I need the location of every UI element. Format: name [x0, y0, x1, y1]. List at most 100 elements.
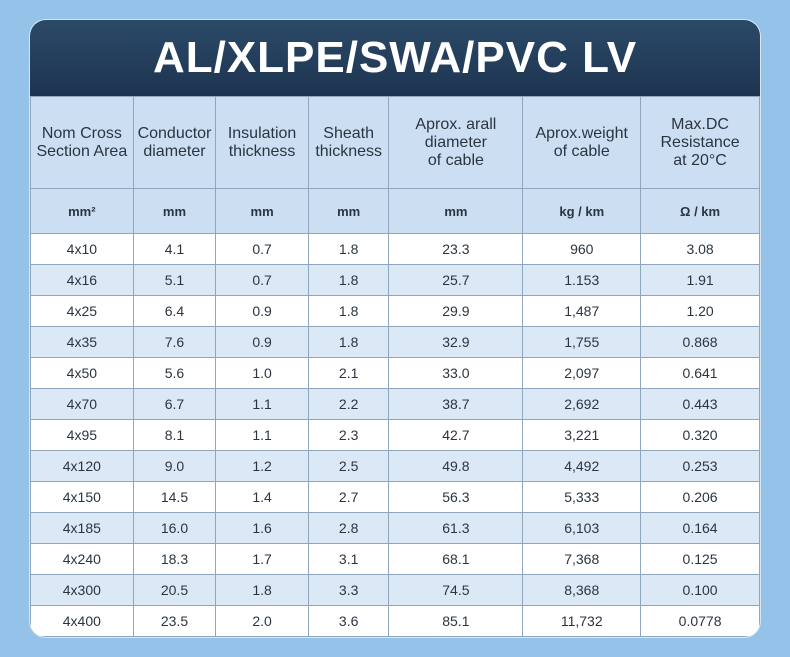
- column-header: Aprox. arall diameter of cable: [388, 96, 524, 189]
- table-cell: 0.253: [640, 450, 760, 482]
- table-row: 4x240 18.3 1.7 3.1 68.1 7,368 0.125: [30, 543, 760, 575]
- table-row: 4x50 5.6 1.0 2.1 33.0 2,097 0.641: [30, 357, 760, 389]
- table-cell: 4x120: [30, 450, 134, 482]
- column-header-line: Conductor: [137, 124, 212, 142]
- table-cell: 1.8: [307, 264, 390, 296]
- table-row: 4x95 8.1 1.1 2.3 42.7 3,221 0.320: [30, 419, 760, 451]
- table-cell: 4x25: [30, 295, 134, 327]
- table-cell: 8.1: [132, 419, 217, 451]
- table-cell: 42.7: [388, 419, 524, 451]
- table-cell: 1,487: [522, 295, 642, 327]
- table-cell: 5,333: [522, 481, 642, 513]
- table-cell: 3,221: [522, 419, 642, 451]
- table-cell: 4x400: [30, 605, 134, 637]
- table-cell: 14.5: [132, 481, 217, 513]
- table-cell: 1.20: [640, 295, 760, 327]
- column-header-line: thickness: [228, 142, 296, 160]
- table-cell: 1.7: [215, 543, 309, 575]
- table-cell: 0.7: [215, 264, 309, 296]
- table-cell: 0.0778: [640, 605, 760, 637]
- table-cell: 29.9: [388, 295, 524, 327]
- table-cell: 4x70: [30, 388, 134, 420]
- table-row: 4x35 7.6 0.9 1.8 32.9 1,755 0.868: [30, 326, 760, 358]
- table-row: 4x300 20.5 1.8 3.3 74.5 8,368 0.100: [30, 574, 760, 606]
- column-header-line: Nom Cross: [41, 124, 122, 142]
- table-cell: 3.3: [307, 574, 390, 606]
- table-cell: 0.206: [640, 481, 760, 513]
- column-header: Max.DC Resistance at 20°C: [640, 96, 760, 189]
- table-cell: 4x240: [30, 543, 134, 575]
- table-cell: 0.164: [640, 512, 760, 544]
- table-row: 4x150 14.5 1.4 2.7 56.3 5,333 0.206: [30, 481, 760, 513]
- column-header: Sheath thickness: [307, 96, 390, 189]
- table-cell: 18.3: [132, 543, 217, 575]
- table-cell: 0.9: [215, 295, 309, 327]
- table-cell: 1.6: [215, 512, 309, 544]
- table-row: 4x120 9.0 1.2 2.5 49.8 4,492 0.253: [30, 450, 760, 482]
- table-cell: 68.1: [388, 543, 524, 575]
- column-header: Aprox.weight of cable: [522, 96, 642, 189]
- units-row: mm² mm mm mm mm kg / km Ω / km: [30, 188, 760, 234]
- column-header-line: Resistance: [660, 133, 740, 151]
- unit-cell: mm: [215, 188, 309, 234]
- column-header-line: thickness: [315, 142, 383, 160]
- title-bar: AL/XLPE/SWA/PVC LV: [30, 20, 760, 96]
- column-header-line: Sheath: [323, 124, 375, 142]
- table-cell: 38.7: [388, 388, 524, 420]
- table-cell: 4x185: [30, 512, 134, 544]
- table-cell: 2,692: [522, 388, 642, 420]
- table-cell: 1.153: [522, 264, 642, 296]
- table-cell: 2.8: [307, 512, 390, 544]
- table-row: 4x10 4.1 0.7 1.8 23.3 960 3.08: [30, 233, 760, 265]
- column-header-line: at 20°C: [673, 151, 727, 169]
- column-header: Conductor diameter: [132, 96, 217, 189]
- table-row: 4x185 16.0 1.6 2.8 61.3 6,103 0.164: [30, 512, 760, 544]
- unit-cell: kg / km: [522, 188, 642, 234]
- table-cell: 3.08: [640, 233, 760, 265]
- table-row: 4x16 5.1 0.7 1.8 25.7 1.153 1.91: [30, 264, 760, 296]
- table-cell: 2.2: [307, 388, 390, 420]
- table-cell: 5.1: [132, 264, 217, 296]
- header-row: Nom Cross Section Area Conductor diameter In…: [30, 96, 760, 189]
- table-cell: 7,368: [522, 543, 642, 575]
- table-cell: 4,492: [522, 450, 642, 482]
- table-cell: 2.7: [307, 481, 390, 513]
- table-cell: 4x10: [30, 233, 134, 265]
- table-cell: 3.1: [307, 543, 390, 575]
- table-cell: 61.3: [388, 512, 524, 544]
- column-header-line: Max.DC: [671, 115, 729, 133]
- table-cell: 25.7: [388, 264, 524, 296]
- table-cell: 0.868: [640, 326, 760, 358]
- table-cell: 0.443: [640, 388, 760, 420]
- column-header-line: Section Area: [36, 142, 128, 160]
- column-header-line: of cable: [427, 151, 484, 169]
- table-cell: 49.8: [388, 450, 524, 482]
- table-cell: 960: [522, 233, 642, 265]
- page-title: AL/XLPE/SWA/PVC LV: [152, 33, 638, 82]
- table-cell: 8,368: [522, 574, 642, 606]
- table-cell: 9.0: [132, 450, 217, 482]
- table-row: 4x400 23.5 2.0 3.6 85.1 11,732 0.0778: [30, 605, 760, 637]
- table-cell: 7.6: [132, 326, 217, 358]
- column-header: Insulation thickness: [215, 96, 309, 189]
- table-cell: 85.1: [388, 605, 524, 637]
- table-cell: 0.7: [215, 233, 309, 265]
- unit-cell: mm: [307, 188, 390, 234]
- table-cell: 20.5: [132, 574, 217, 606]
- table-cell: 1,755: [522, 326, 642, 358]
- table-cell: 6,103: [522, 512, 642, 544]
- table-cell: 1.1: [215, 419, 309, 451]
- unit-cell: mm: [132, 188, 217, 234]
- unit-cell: mm²: [30, 188, 134, 234]
- table-cell: 1.4: [215, 481, 309, 513]
- table-cell: 23.3: [388, 233, 524, 265]
- table-cell: 1.8: [307, 233, 390, 265]
- table-cell: 3.6: [307, 605, 390, 637]
- table-cell: 0.100: [640, 574, 760, 606]
- table-cell: 4x35: [30, 326, 134, 358]
- table-cell: 2.3: [307, 419, 390, 451]
- table-cell: 2.0: [215, 605, 309, 637]
- table-cell: 1.8: [307, 326, 390, 358]
- table-cell: 4x50: [30, 357, 134, 389]
- table-cell: 4x16: [30, 264, 134, 296]
